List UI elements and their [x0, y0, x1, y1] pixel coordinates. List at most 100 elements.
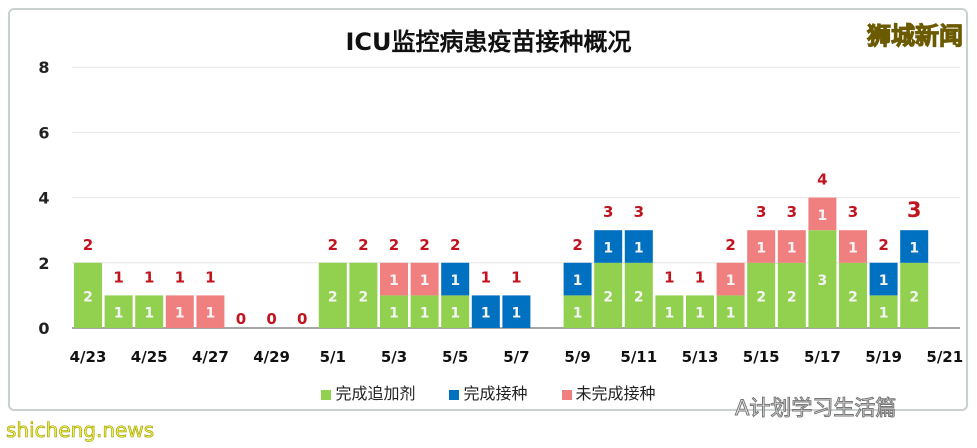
bar-segment — [777, 262, 806, 328]
total-label: 1 — [205, 268, 215, 286]
x-tick-label: 5/7 — [503, 348, 529, 366]
legend-item-booster: 完成追加剂 — [321, 380, 415, 404]
x-tick-label: 5/21 — [926, 348, 963, 366]
segment-label: 1 — [144, 306, 154, 322]
bar-segment — [502, 295, 531, 328]
legend-label: 完成接种 — [463, 384, 528, 403]
total-label: 2 — [572, 236, 582, 254]
bar-segment — [196, 295, 225, 328]
bar-segment — [869, 295, 898, 328]
bar-segment — [471, 295, 500, 328]
total-label: 1 — [113, 268, 123, 286]
segment-label: 1 — [665, 306, 675, 322]
bar-segment — [716, 262, 745, 296]
x-tick-label: 5/15 — [743, 348, 780, 366]
segment-label: 1 — [450, 306, 460, 322]
bar-segment — [410, 262, 439, 296]
total-label: 1 — [695, 268, 705, 286]
total-label: 0 — [236, 310, 246, 328]
total-label: 0 — [266, 310, 276, 328]
segment-label: 2 — [787, 289, 797, 305]
total-label: 1 — [511, 268, 521, 286]
segment-label: 1 — [450, 273, 460, 289]
total-label: 1 — [175, 268, 185, 286]
x-tick-label: 4/29 — [253, 348, 290, 366]
total-label: 3 — [634, 203, 644, 221]
total-label: 1 — [481, 268, 491, 286]
bar-segment — [410, 295, 439, 328]
y-tick-label: 6 — [38, 123, 49, 142]
bar-segment — [747, 262, 776, 328]
segment-label: 2 — [848, 289, 858, 305]
segment-label: 1 — [389, 273, 399, 289]
bar-segment — [716, 295, 745, 328]
bar-segment — [808, 230, 837, 328]
segment-label: 1 — [573, 273, 583, 289]
segment-label: 1 — [512, 306, 522, 322]
segment-label: 3 — [818, 273, 828, 289]
total-label: 3 — [756, 203, 766, 221]
legend-swatch — [321, 389, 332, 400]
total-label: 3 — [603, 203, 613, 221]
bar-segment — [165, 295, 194, 328]
segment-label: 1 — [481, 306, 491, 322]
segment-label: 2 — [83, 289, 93, 305]
segment-label: 1 — [726, 273, 736, 289]
legend-label: 完成追加剂 — [335, 384, 416, 403]
total-label: 4 — [817, 171, 827, 189]
bar-segment — [869, 262, 898, 296]
legend-item-incomplete: 未完成接种 — [561, 380, 656, 404]
total-label: 1 — [144, 268, 154, 286]
total-label: 3 — [848, 203, 858, 221]
bar-segment — [777, 230, 806, 263]
bar-segment — [349, 262, 378, 328]
segment-label: 1 — [175, 306, 185, 322]
total-label: 2 — [419, 236, 429, 254]
bar-segment — [686, 295, 714, 328]
segment-label: 2 — [359, 289, 369, 305]
x-tick-label: 4/25 — [131, 348, 168, 366]
segment-label: 1 — [879, 273, 889, 289]
bar-segment — [318, 262, 347, 328]
x-tick-label: 4/27 — [192, 348, 229, 366]
legend-label: 未完成接种 — [575, 384, 656, 403]
y-tick-label: 4 — [38, 189, 49, 208]
logo: 狮城新闻 — [867, 22, 964, 51]
x-tick-label: 5/17 — [804, 348, 841, 366]
segment-label: 1 — [909, 241, 919, 257]
bar-segment — [624, 262, 653, 328]
segment-label: 1 — [848, 241, 858, 257]
bar-segment — [900, 230, 929, 263]
x-tick-label: 5/3 — [381, 348, 407, 366]
legend-item-complete: 完成接种 — [449, 380, 528, 404]
segment-label: 1 — [420, 306, 430, 322]
x-tick-label: 5/19 — [865, 348, 902, 366]
bar-segment — [563, 295, 592, 328]
bar-segment — [104, 295, 133, 328]
x-tick-label: 5/5 — [442, 348, 468, 366]
bar-segment — [74, 262, 102, 328]
segment-label: 2 — [634, 289, 644, 305]
total-label: 3 — [907, 198, 922, 222]
segment-label: 2 — [603, 289, 613, 305]
bar-segment — [900, 262, 929, 328]
segment-label: 2 — [328, 289, 338, 305]
y-tick-label: 0 — [38, 319, 49, 338]
total-label: 2 — [328, 236, 338, 254]
segment-label: 1 — [818, 208, 828, 224]
total-label: 1 — [664, 268, 674, 286]
segment-label: 1 — [206, 306, 216, 322]
site-watermark: shicheng.news — [6, 418, 155, 443]
bar-segment — [594, 230, 623, 263]
total-label: 2 — [358, 236, 368, 254]
x-tick-label: 4/23 — [70, 348, 107, 366]
wechat-watermark: A计划学习生活篇 — [734, 396, 897, 421]
segment-label: 1 — [603, 241, 613, 257]
bar-segment — [839, 230, 867, 263]
bar-segment — [380, 295, 408, 328]
y-tick-label: 8 — [38, 58, 49, 77]
bar-segment — [747, 230, 776, 263]
bar-segment — [563, 262, 592, 296]
total-label: 2 — [389, 236, 399, 254]
